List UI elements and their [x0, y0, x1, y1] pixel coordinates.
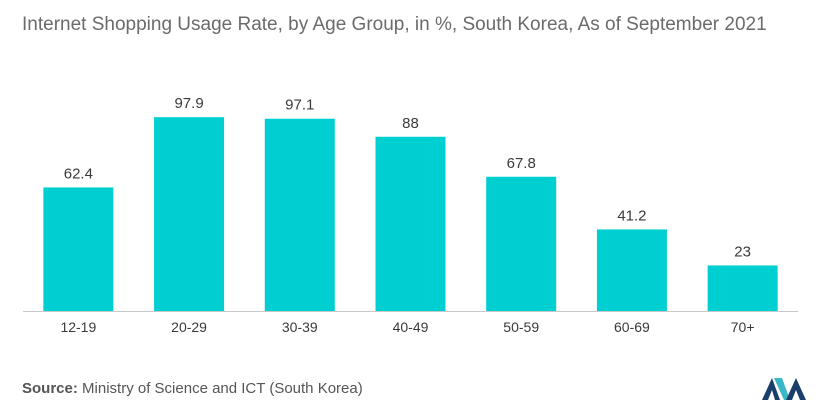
bar-60-69[interactable]: [596, 229, 667, 311]
category-label-30-39: 30-39: [282, 319, 318, 335]
bar-50-59[interactable]: [486, 176, 557, 311]
value-label-60-69: 41.2: [617, 207, 646, 224]
value-label-20-29: 97.9: [174, 95, 203, 112]
category-label-70+: 70+: [731, 319, 755, 335]
source-text: Ministry of Science and ICT (South Korea…: [82, 380, 363, 397]
bar-70+[interactable]: [707, 265, 778, 311]
value-label-30-39: 97.1: [285, 97, 314, 114]
category-label-20-29: 20-29: [171, 319, 207, 335]
category-label-12-19: 12-19: [60, 319, 96, 335]
bar-20-29[interactable]: [154, 117, 225, 312]
source-label: Source:: [22, 380, 78, 397]
chart-title: Internet Shopping Usage Rate, by Age Gro…: [22, 14, 767, 35]
bar-40-49[interactable]: [375, 136, 446, 311]
category-label-50-59: 50-59: [503, 319, 539, 335]
value-label-50-59: 67.8: [507, 155, 536, 172]
value-label-40-49: 88: [402, 115, 419, 132]
bar-30-39[interactable]: [264, 118, 335, 311]
bar-12-19[interactable]: [43, 187, 114, 311]
category-label-60-69: 60-69: [614, 319, 650, 335]
value-label-70+: 23: [734, 243, 751, 260]
category-label-40-49: 40-49: [393, 319, 429, 335]
source-note: Source: Ministry of Science and ICT (Sou…: [22, 380, 363, 397]
value-label-12-19: 62.4: [64, 165, 93, 182]
mordor-logo-icon: [762, 378, 806, 400]
